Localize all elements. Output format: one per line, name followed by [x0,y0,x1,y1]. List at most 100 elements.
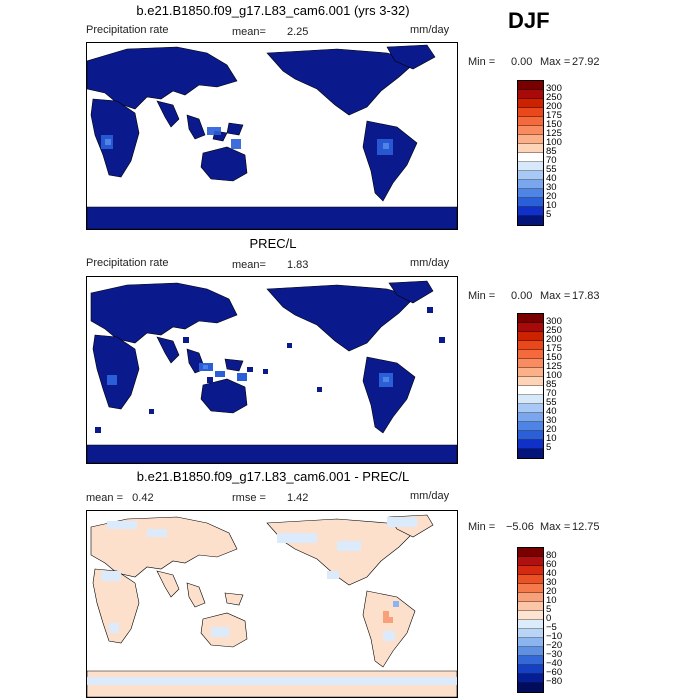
colorbar-swatch [518,198,543,207]
colorbar-swatch [518,404,543,413]
colorbar-tick-label: 250 [546,92,562,103]
colorbar-swatch [518,108,543,117]
colorbar-tick-label: −40 [546,658,563,669]
colorbar-swatch [518,557,543,566]
colorbar-tick-label: 5 [546,209,552,220]
colorbar-swatch [518,189,543,198]
colorbar-swatch [518,620,543,629]
colorbar-tick-label: 60 [546,559,557,570]
panel2-mean-value: 1.83 [287,259,309,271]
colorbar-swatch [518,611,543,620]
panel2-map-canvas [87,280,457,463]
colorbar-tick-label: 80 [546,550,557,561]
colorbar-swatch [518,90,543,99]
colorbar-swatch [518,638,543,647]
colorbar-tick-label: 0 [546,613,552,624]
colorbar-tick-label: 20 [546,191,557,202]
colorbar-swatch [518,332,543,341]
colorbar-tick-label: 70 [546,388,557,399]
panel2-variable-label: Precipitation rate [86,257,169,269]
colorbar-tick-label: 150 [546,352,562,363]
colorbar-tick-label: 300 [546,83,562,94]
panel1-map-canvas [87,44,457,229]
panel3-map-canvas [87,514,457,697]
colorbar-tick-label: 150 [546,119,562,130]
colorbar-swatch [518,440,543,449]
panel1-max-value: 27.92 [572,56,600,68]
colorbar-swatch [518,584,543,593]
colorbar-tick-label: 10 [546,200,557,211]
colorbar-tick-label: −10 [546,631,563,642]
colorbar-swatch [518,171,543,180]
colorbar-tick-label: −30 [546,649,563,660]
panel2-mean-label: mean= [232,259,266,271]
colorbar-swatch [518,323,543,332]
colorbar-swatch [518,431,543,440]
colorbar-tick-label: 85 [546,379,557,390]
panel3-max-label: Max = [540,521,571,533]
colorbar-swatch [518,216,543,225]
colorbar-swatch [518,126,543,135]
colorbar-swatch [518,144,543,153]
colorbar-swatch [518,207,543,216]
colorbar-swatch [518,674,543,683]
panel1-max-label: Max = [540,56,571,68]
colorbar-swatch [518,368,543,377]
colorbar-tick-label: 200 [546,101,562,112]
colorbar-swatch [518,629,543,638]
panel3-mean-stat: mean = 0.42 [86,492,154,504]
colorbar-tick-label: 175 [546,110,562,121]
colorbar-tick-label: 70 [546,155,557,166]
colorbar-swatch [518,99,543,108]
colorbar-tick-label: 40 [546,406,557,417]
colorbar-tick-label: 55 [546,397,557,408]
colorbar-swatch [518,656,543,665]
panel1-min-value: 0.00 [511,56,533,68]
colorbar-swatch [518,81,543,90]
season-label: DJF [508,8,550,33]
colorbar-swatch [518,350,543,359]
colorbar-swatch [518,665,543,674]
colorbar-tick-label: 30 [546,577,557,588]
colorbar-swatch [518,359,543,368]
panel2-colorbar [517,313,544,459]
colorbar-tick-label: 40 [546,568,557,579]
colorbar-tick-label: 10 [546,595,557,606]
colorbar-tick-label: 100 [546,370,562,381]
colorbar-swatch [518,413,543,422]
colorbar-tick-label: 125 [546,361,562,372]
panel2-map [86,276,458,464]
colorbar-tick-label: 55 [546,164,557,175]
panel3-rmse-value: 1.42 [287,492,309,504]
panel2-max-value: 17.83 [572,290,600,302]
colorbar-tick-label: 30 [546,415,557,426]
colorbar-swatch [518,548,543,557]
colorbar-tick-label: 175 [546,343,562,354]
panel1-units: mm/day [410,24,450,36]
panel2-units: mm/day [410,257,450,269]
colorbar-tick-label: 300 [546,316,562,327]
colorbar-swatch [518,180,543,189]
colorbar-swatch [518,602,543,611]
colorbar-swatch [518,386,543,395]
panel3-max-value: 12.75 [572,521,600,533]
panel2-min-label: Min = [468,290,496,302]
panel3-min-label: Min = [468,521,496,533]
colorbar-tick-label: 20 [546,424,557,435]
colorbar-swatch [518,135,543,144]
colorbar-tick-label: −60 [546,667,563,678]
colorbar-swatch [518,449,543,458]
colorbar-swatch [518,162,543,171]
colorbar-tick-label: 20 [546,586,557,597]
colorbar-swatch [518,575,543,584]
panel1-mean-label: mean= [232,26,266,38]
panel3-units: mm/day [410,490,450,502]
colorbar-swatch [518,422,543,431]
colorbar-swatch [518,647,543,656]
colorbar-tick-label: 200 [546,334,562,345]
colorbar-tick-label: −20 [546,640,563,651]
colorbar-swatch [518,566,543,575]
colorbar-tick-label: 100 [546,137,562,148]
panel1-mean-value: 2.25 [287,26,309,38]
panel3-min-value: −5.06 [506,521,534,533]
